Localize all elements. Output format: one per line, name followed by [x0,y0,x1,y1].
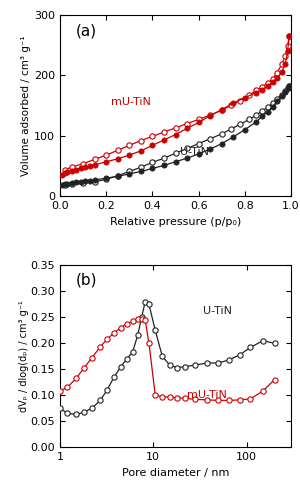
Text: U-TiN: U-TiN [203,307,232,316]
Y-axis label: Volume adsorbed / cm³ g⁻¹: Volume adsorbed / cm³ g⁻¹ [21,35,31,176]
Text: U-TiN: U-TiN [180,147,209,157]
Text: (b): (b) [76,273,98,288]
Text: mU-TiN: mU-TiN [111,97,151,107]
X-axis label: Pore diameter / nm: Pore diameter / nm [122,468,229,478]
Y-axis label: dVₚ / dlog(dₚ) / cm³ g⁻¹: dVₚ / dlog(dₚ) / cm³ g⁻¹ [19,300,29,412]
X-axis label: Relative pressure (p/p₀): Relative pressure (p/p₀) [110,217,241,227]
Text: mU-TiN: mU-TiN [187,390,227,400]
Text: (a): (a) [76,24,97,39]
